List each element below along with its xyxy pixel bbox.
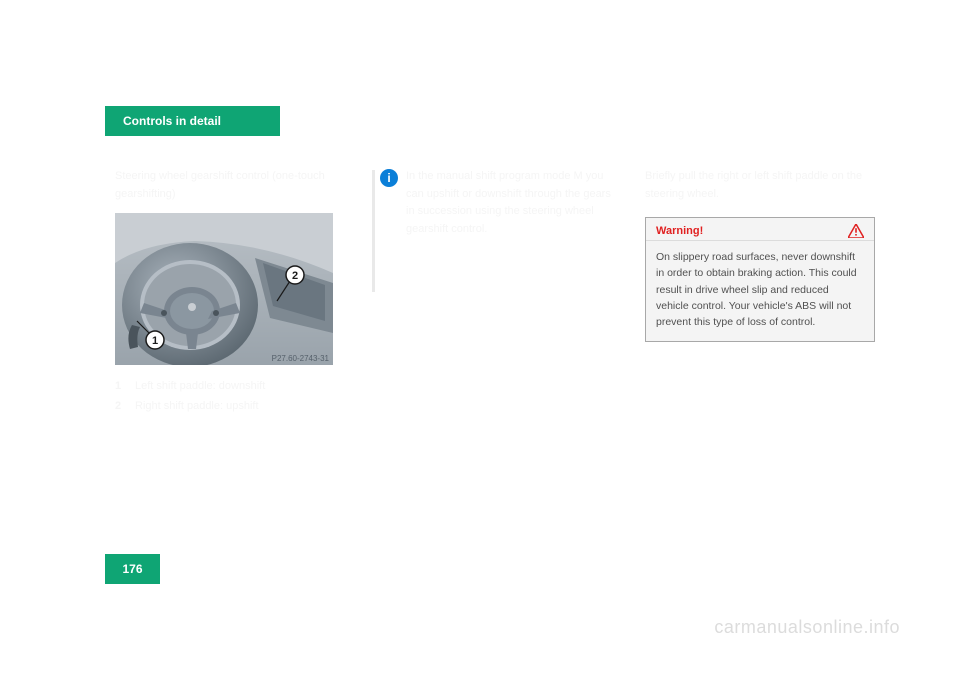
page-number: 176 — [122, 562, 142, 576]
info-icon: i — [380, 169, 398, 187]
section-tab-label: Controls in detail — [123, 114, 221, 128]
warning-body: On slippery road surfaces, never downshi… — [646, 241, 874, 340]
section-tab: Controls in detail — [105, 106, 280, 136]
caption-text-1: Left shift paddle: downshift — [135, 377, 265, 397]
caption-num-2: 2 — [115, 397, 127, 417]
source-watermark: carmanualsonline.info — [714, 617, 900, 638]
info-icon-glyph: i — [387, 171, 390, 185]
manual-page: Controls in detail Steering wheel gearsh… — [0, 0, 960, 678]
warning-box: Warning! On slippery road surfaces, neve… — [645, 217, 875, 341]
illustration-caption: 1 Left shift paddle: downshift 2 Right s… — [115, 377, 350, 417]
svg-text:1: 1 — [152, 335, 158, 347]
note-vertical-bar — [372, 170, 375, 292]
caption-row-1: 1 Left shift paddle: downshift — [115, 377, 350, 397]
info-note: i In the manual shift program mode M you… — [380, 168, 615, 238]
caption-row-2: 2 Right shift paddle: upshift — [115, 397, 350, 417]
warning-triangle-icon — [848, 224, 864, 238]
info-note-text: In the manual shift program mode M you c… — [406, 168, 615, 238]
svg-text:P27.60-2743-31: P27.60-2743-31 — [272, 354, 330, 363]
warning-title: Warning! — [656, 225, 703, 237]
steering-wheel-illustration: 2 1 P27.60-2743-31 — [115, 213, 333, 365]
caption-num-1: 1 — [115, 377, 127, 397]
right-intro-text: Briefly pull the right or left shift pad… — [645, 168, 888, 203]
svg-text:2: 2 — [292, 270, 298, 282]
caption-text-2: Right shift paddle: upshift — [135, 397, 259, 417]
left-intro-text: Steering wheel gearshift control (one-to… — [115, 168, 350, 203]
page-number-badge: 176 — [105, 554, 160, 584]
middle-column: i In the manual shift program mode M you… — [380, 168, 615, 238]
right-column: Briefly pull the right or left shift pad… — [645, 168, 888, 342]
warning-header: Warning! — [646, 218, 874, 241]
left-column: Steering wheel gearshift control (one-to… — [115, 168, 350, 417]
